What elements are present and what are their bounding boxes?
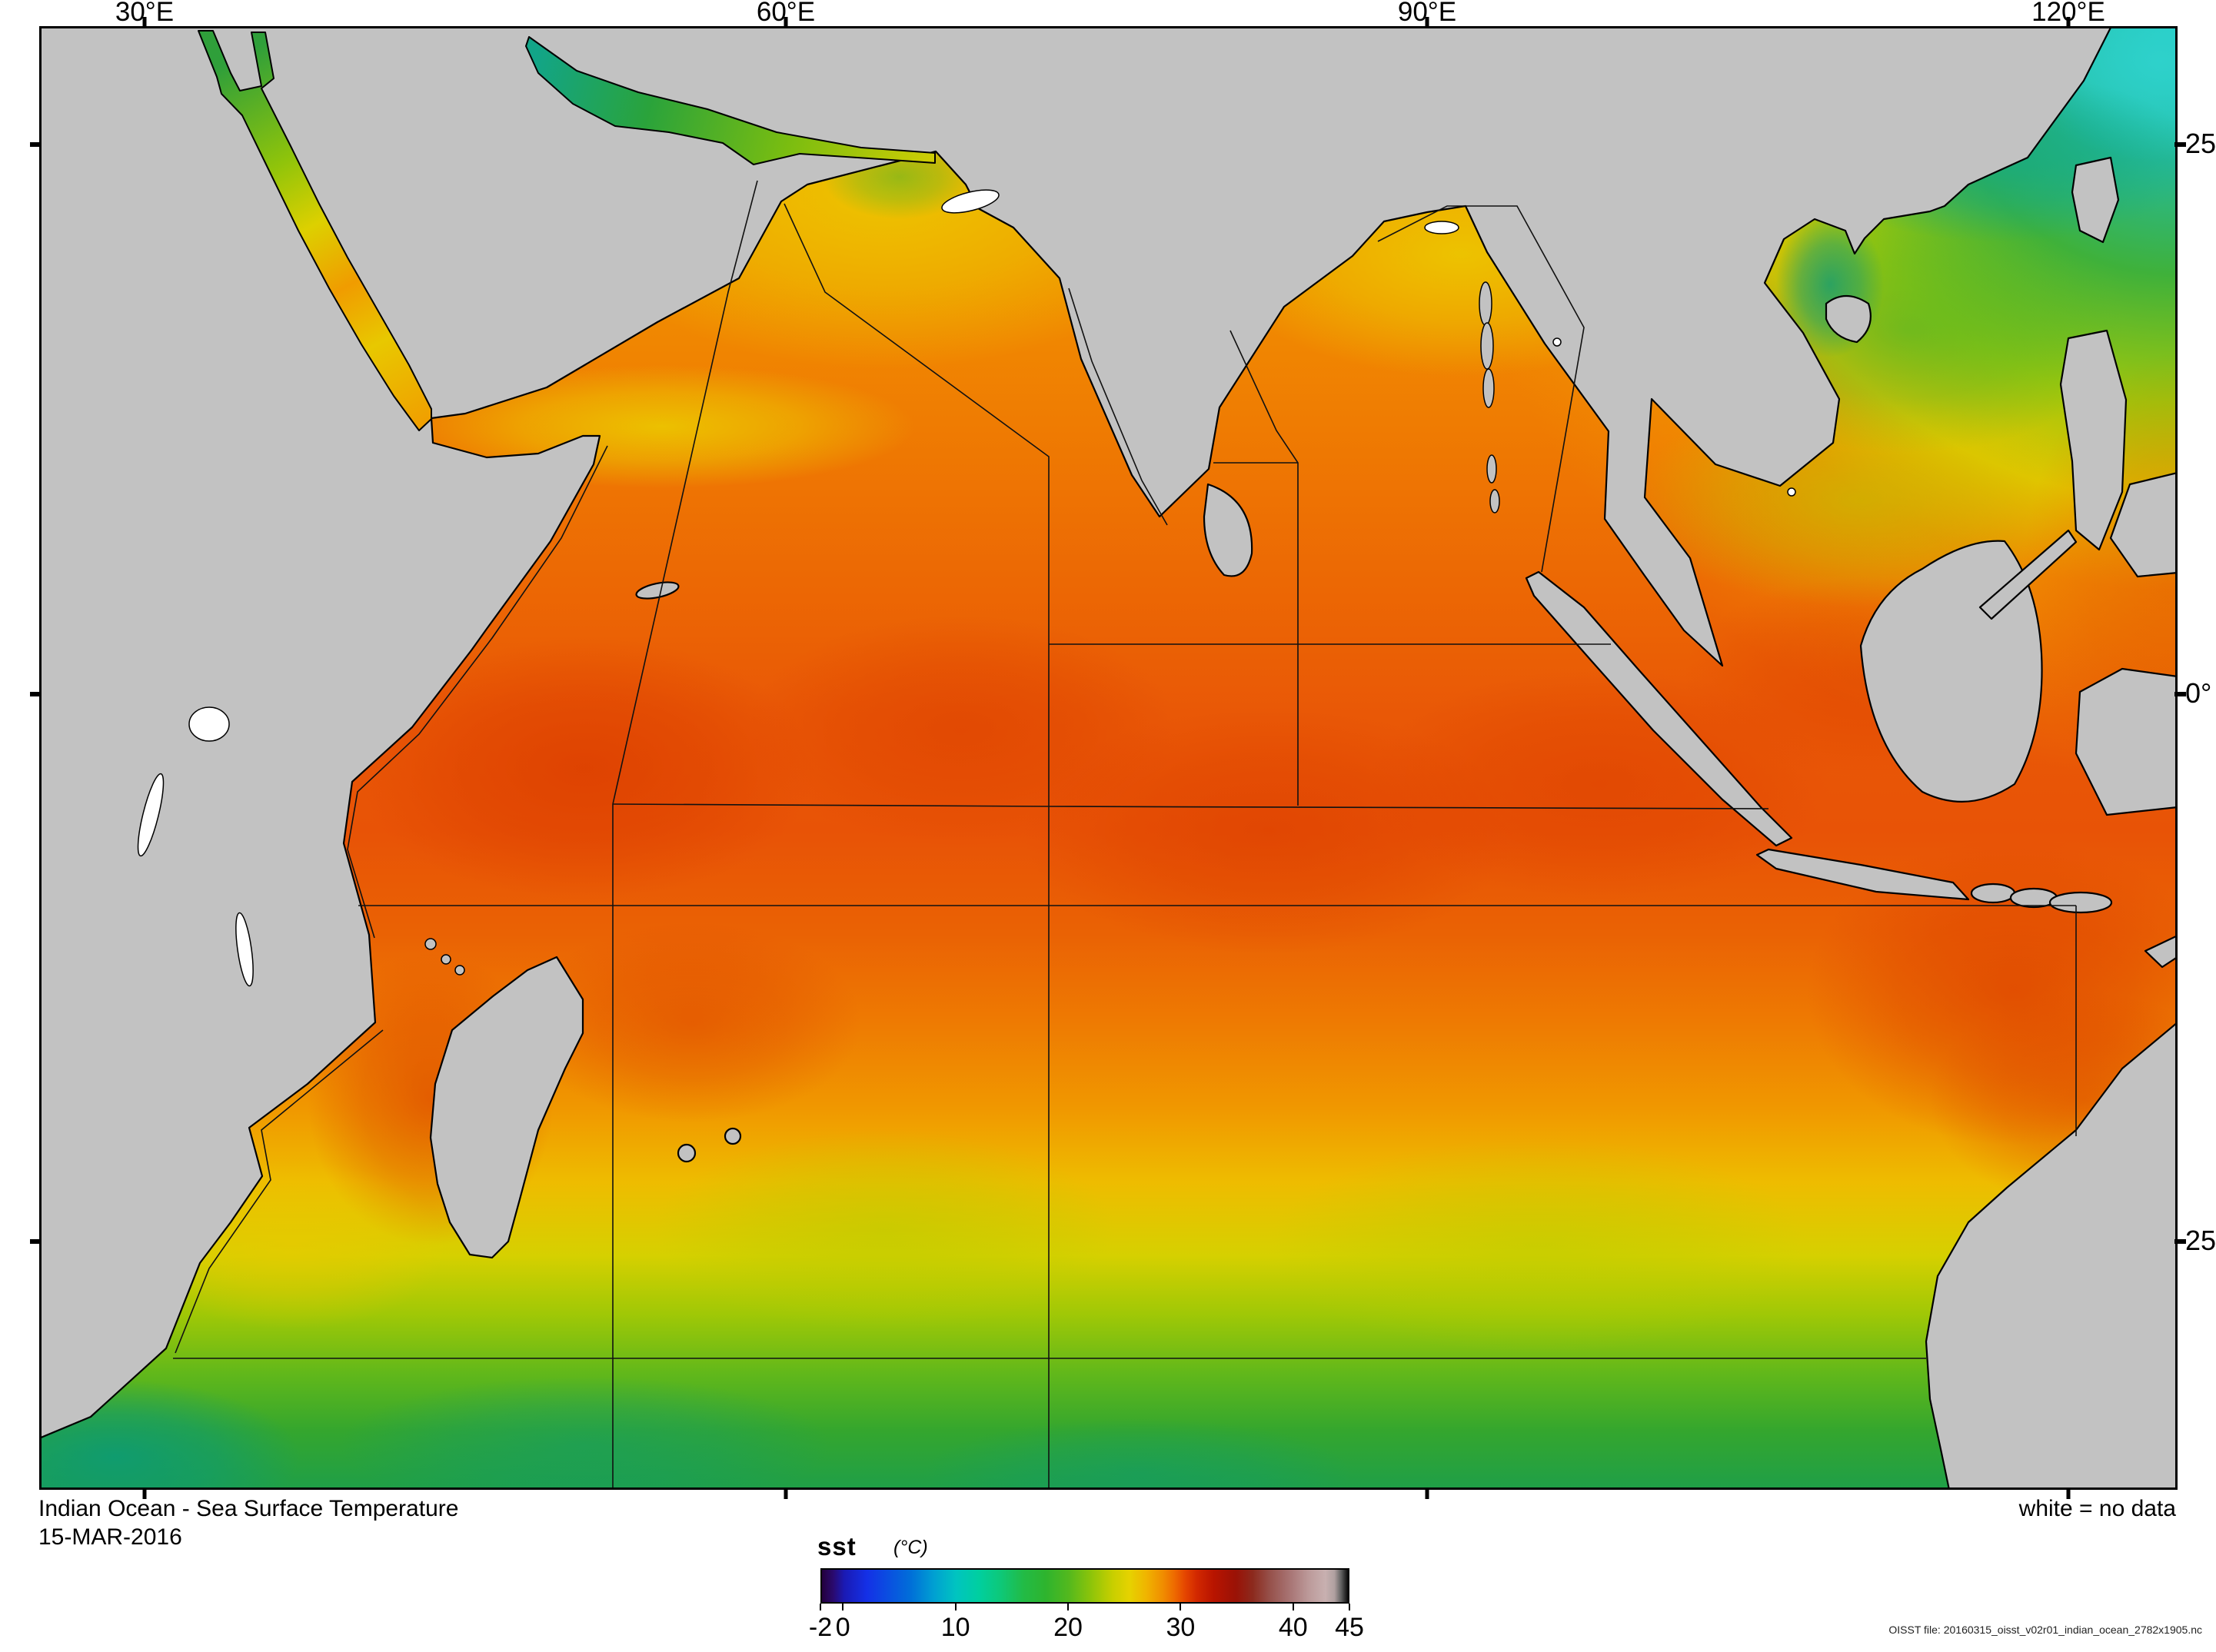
colorbar-tick-10 xyxy=(954,1604,957,1610)
persian-gulf xyxy=(525,36,936,165)
colorbar-tick--2 xyxy=(820,1604,821,1610)
red-sea xyxy=(198,30,432,431)
land-masses xyxy=(39,26,2178,1490)
lon-tick-bottom-1 xyxy=(784,1488,788,1499)
lon-tick-top-2 xyxy=(1425,17,1429,28)
lat-tick-right-0 xyxy=(2174,142,2186,147)
land-australia xyxy=(1925,1021,2178,1490)
lat-tick-left-1 xyxy=(30,692,42,696)
map-title-block: Indian Ocean - Sea Surface Temperature 1… xyxy=(38,1494,458,1551)
lat-label-1: 0° xyxy=(2185,677,2212,710)
lat-tick-right-2 xyxy=(2174,1239,2186,1244)
lat-tick-left-2 xyxy=(30,1239,42,1244)
colorbar-unit: (°C) xyxy=(893,1537,928,1558)
lat-tick-right-1 xyxy=(2174,692,2186,696)
colorbar-tick-45 xyxy=(1349,1604,1350,1610)
colorbar-tick-20 xyxy=(1067,1604,1070,1610)
lon-tick-bottom-3 xyxy=(2066,1488,2071,1499)
land-bali xyxy=(1970,883,2016,904)
no-data-rann xyxy=(941,189,1000,214)
land-timor xyxy=(2144,934,2178,969)
colorbar-label: sst xyxy=(817,1532,857,1561)
land-madagascar xyxy=(429,956,584,1259)
land-sulawesi xyxy=(2075,667,2178,816)
land-andaman-nicobar xyxy=(1479,281,1500,514)
land-africa-asia xyxy=(39,26,2113,1440)
colorbar-ticklabel-10: 10 xyxy=(940,1613,970,1642)
lake-victoria xyxy=(188,706,230,742)
no-data-speck-4 xyxy=(1787,487,1796,497)
land-sumatra xyxy=(1525,570,1793,847)
land-palawan xyxy=(1978,529,2078,620)
lat-label-0: 25° xyxy=(2185,128,2216,160)
land-hainan xyxy=(1825,294,1872,344)
colorbar xyxy=(820,1568,1349,1604)
colorbar-tick-40 xyxy=(1292,1604,1294,1610)
lake-tanganyika xyxy=(137,773,165,857)
land-comoros xyxy=(424,938,465,976)
lon-tick-bottom-2 xyxy=(1425,1488,1429,1499)
no-data-delta xyxy=(1424,221,1459,234)
colorbar-tick-30 xyxy=(1180,1604,1182,1610)
lon-tick-top-1 xyxy=(784,17,788,28)
lon-tick-bottom-0 xyxy=(142,1488,147,1499)
lon-tick-top-3 xyxy=(2066,17,2071,28)
land-mindanao xyxy=(2109,471,2178,578)
sst-map-canvas xyxy=(39,26,2178,1490)
region-boundaries xyxy=(173,180,2077,1490)
colorbar-ticklabel-40: 40 xyxy=(1278,1613,1308,1642)
lon-tick-top-0 xyxy=(142,17,147,28)
colorbar-tick-0 xyxy=(842,1604,844,1610)
land-taiwan xyxy=(2071,156,2120,244)
land-sri-lanka xyxy=(1203,483,1253,577)
no-data-note: white = no data xyxy=(2018,1496,2176,1521)
land-mauritius xyxy=(724,1127,742,1145)
land-reunion xyxy=(677,1143,697,1163)
colorbar-ticklabel-30: 30 xyxy=(1166,1613,1196,1642)
source-file-note: OISST file: 20160315_oisst_v02r01_indian… xyxy=(1888,1624,2202,1636)
map-border xyxy=(39,26,2178,1490)
colorbar-ticklabel-20: 20 xyxy=(1053,1613,1083,1642)
lat-tick-left-0 xyxy=(30,142,42,147)
land-luzon xyxy=(2059,329,2128,551)
no-data-speck-3 xyxy=(1552,337,1562,347)
lake-malawi xyxy=(235,912,254,987)
land-java xyxy=(1755,848,1970,901)
marginal-seas xyxy=(198,30,936,431)
land-flores xyxy=(2048,891,2113,914)
map-title: Indian Ocean - Sea Surface Temperature xyxy=(38,1496,459,1521)
colorbar-ticklabel-0: 0 xyxy=(835,1613,850,1642)
colorbar-ticklabel-45: 45 xyxy=(1335,1613,1364,1642)
lat-label-2: 25° xyxy=(2185,1225,2216,1257)
colorbar-ticklabel--2: -2 xyxy=(808,1613,833,1642)
map-date: 15-MAR-2016 xyxy=(38,1524,182,1550)
sst-map xyxy=(39,26,2178,1490)
